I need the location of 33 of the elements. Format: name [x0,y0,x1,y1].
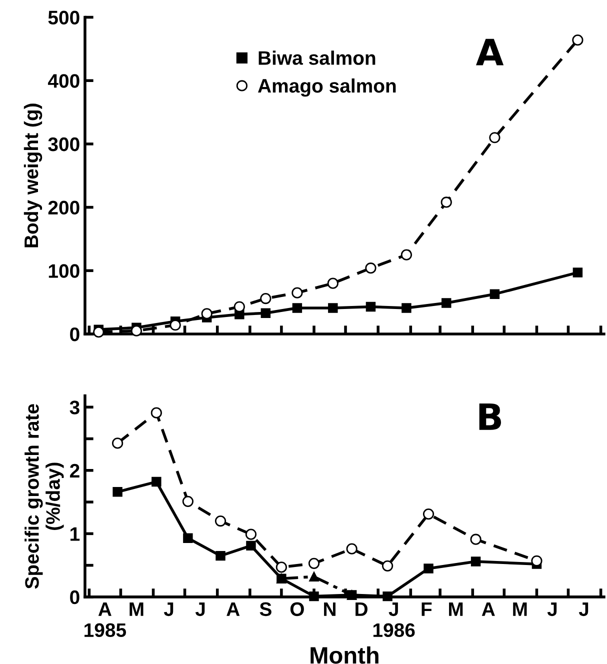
y-tick-label: 0 [70,590,80,604]
y-tick-label: 0 [70,327,80,342]
x-tick-label: N [324,602,336,616]
legend-label: Biwa salmon [258,50,376,65]
y-tick-label: 400 [48,74,80,88]
x-tick-label: O [290,602,304,616]
y-axis-title: Specific growth rate (%/day) [24,404,64,589]
x-tick-label: F [422,602,432,616]
y-tick-label: 100 [48,264,80,278]
x-tick-label: J [195,602,205,616]
y-tick-label: 200 [48,200,80,215]
annotation: B [479,404,502,430]
y-tick-label: 3 [70,400,80,414]
x-tick-label: J [164,602,174,616]
x-axis-title: Month [310,646,378,664]
x-tick-label: M [513,602,527,616]
y-tick-label: 500 [48,10,80,24]
x-tick-label: A 1985 [84,602,126,638]
x-tick-label: S [260,602,272,616]
x-tick-label: A [482,602,495,616]
y-tick-label: 1 [70,527,80,541]
x-tick-label: M [130,602,144,616]
y-tick-label: 300 [48,137,80,152]
annotation: A [476,38,504,66]
x-tick-label: M [449,602,463,616]
x-tick-label: J [547,602,557,616]
x-tick-label: D [356,602,368,616]
y-tick-label: 2 [70,464,80,478]
x-tick-label: J 1986 [373,602,415,638]
x-tick-label: A [226,602,240,616]
legend-label: Amago salmon [258,78,396,97]
x-tick-label: J [578,602,588,616]
y-axis-title: Body weight (g) [24,104,42,248]
